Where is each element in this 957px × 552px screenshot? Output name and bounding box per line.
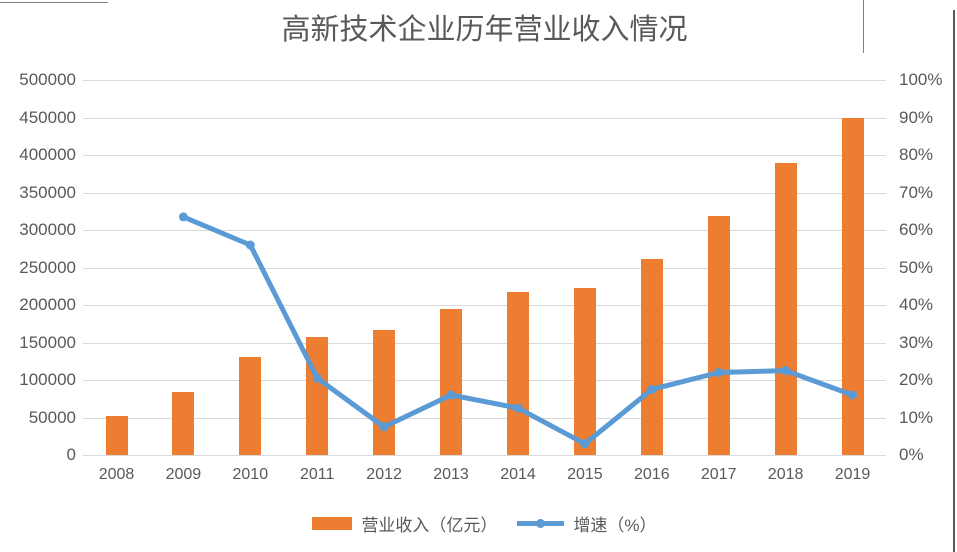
legend-item-growth: 增速（%）	[517, 511, 657, 536]
x-axis-tick-2012: 2012	[366, 466, 402, 483]
chart-title: 高新技术企业历年营业收入情况	[281, 12, 688, 46]
screenshot-border-right	[953, 10, 955, 552]
bar-2019	[841, 117, 864, 455]
left-axis-tick: 250000	[19, 257, 76, 277]
bar-2015	[573, 287, 596, 456]
gridline	[83, 117, 886, 119]
legend-label-revenue: 营业收入（亿元）	[361, 515, 498, 535]
gridline	[83, 380, 886, 381]
left-axis-tick: 300000	[19, 220, 76, 239]
right-axis-tick: 80%	[899, 145, 934, 164]
gridline	[83, 417, 886, 419]
gridline	[83, 192, 886, 194]
gridline	[83, 342, 886, 344]
right-axis-tick: 50%	[899, 257, 934, 277]
x-axis-tick-2015: 2015	[567, 466, 603, 483]
x-axis-tick-2013: 2013	[433, 466, 469, 483]
bar-series-swatch-icon	[312, 516, 353, 530]
gridline	[83, 80, 886, 81]
right-axis-tick: 60%	[899, 220, 934, 239]
bar-2012	[373, 329, 396, 456]
bar-2009	[172, 392, 195, 455]
x-axis-tick-2010: 2010	[232, 466, 269, 483]
bar-2016	[640, 259, 663, 456]
bar-2011	[306, 337, 329, 456]
right-axis-tick: 40%	[899, 295, 934, 314]
gridline	[83, 455, 886, 456]
left-axis-tick: 350000	[19, 182, 76, 202]
bar-2018	[774, 162, 797, 455]
left-axis-tick: 400000	[19, 145, 76, 164]
x-axis-tick-2017: 2017	[700, 466, 737, 483]
x-axis-tick-2018: 2018	[767, 466, 804, 483]
growth-line-marker	[245, 240, 255, 250]
right-axis-tick: 90%	[899, 107, 934, 127]
left-axis-tick: 100000	[19, 370, 76, 389]
gridline	[83, 155, 886, 156]
left-axis-tick: 500000	[19, 70, 76, 89]
right-axis-tick: 0%	[899, 445, 924, 464]
right-axis-tick: 100%	[899, 70, 943, 89]
bar-2010	[239, 356, 262, 456]
left-axis-tick: 0	[66, 445, 76, 464]
bar-2014	[507, 291, 529, 455]
x-axis-tick-2011: 2011	[299, 466, 335, 483]
legend-label-growth: 增速（%）	[573, 515, 657, 535]
line-series-swatch-icon	[517, 518, 565, 528]
x-axis-tick-2009: 2009	[165, 466, 202, 483]
bar-2013	[440, 308, 462, 456]
gridline	[83, 267, 886, 269]
left-axis-tick: 50000	[28, 407, 76, 427]
gridline	[83, 305, 886, 306]
right-axis-tick: 10%	[899, 407, 934, 427]
x-axis-tick-2014: 2014	[500, 466, 536, 483]
left-axis-tick: 150000	[19, 332, 76, 352]
growth-line-marker	[178, 212, 188, 222]
left-axis-tick: 450000	[19, 107, 76, 127]
screenshot-border-top-left	[0, 2, 108, 3]
gridline	[83, 230, 886, 231]
bar-2008	[105, 416, 128, 455]
right-axis-tick: 30%	[899, 332, 934, 352]
right-axis-tick: 70%	[899, 182, 934, 202]
legend-item-revenue: 营业收入（亿元）	[312, 511, 497, 536]
screenshot-border-stub	[863, 0, 864, 53]
x-axis-tick-2008: 2008	[98, 466, 135, 483]
legend: 营业收入（亿元） 增速（%）	[83, 509, 886, 537]
right-axis-tick: 20%	[899, 370, 934, 389]
x-axis-tick-2019: 2019	[834, 466, 871, 483]
x-axis-tick-2016: 2016	[634, 466, 670, 483]
left-axis-tick: 200000	[19, 295, 76, 314]
bar-2017	[707, 215, 730, 456]
